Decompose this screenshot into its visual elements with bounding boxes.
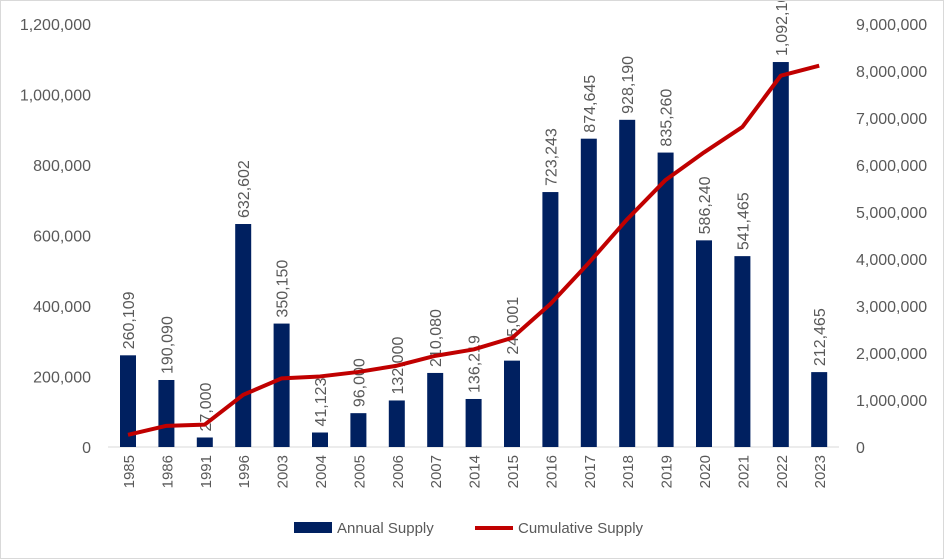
bar-data-label: 723,243 <box>543 128 560 186</box>
x-tick-label: 2005 <box>351 455 368 488</box>
y-left-tick-label: 800,000 <box>33 158 91 175</box>
bar-annual-supply <box>504 360 520 447</box>
x-tick-label: 2023 <box>812 455 829 488</box>
bar-data-label: 190,090 <box>159 316 176 374</box>
x-tick-label: 2020 <box>697 455 714 488</box>
bar-annual-supply <box>427 372 444 447</box>
x-tick-label: 1985 <box>121 455 138 488</box>
bar-annual-supply <box>811 372 828 447</box>
y-right-tick-label: 5,000,000 <box>856 205 927 222</box>
bar-data-label: 96,000 <box>351 358 368 407</box>
x-tick-label: 2016 <box>543 455 560 488</box>
x-tick-label: 2017 <box>582 455 599 488</box>
bar-data-label: 874,645 <box>582 75 599 133</box>
y-right-tick-label: 2,000,000 <box>856 346 927 363</box>
bar-annual-supply <box>772 62 789 447</box>
y-right-tick-label: 4,000,000 <box>856 252 927 269</box>
bar-data-label: 212,465 <box>812 308 829 366</box>
bar-annual-supply <box>542 192 559 447</box>
bar-annual-supply <box>235 224 252 447</box>
bar-data-label: 928,190 <box>620 56 637 114</box>
legend-label-annual-supply: Annual Supply <box>337 520 434 537</box>
legend-label-cumulative-supply: Cumulative Supply <box>518 520 644 537</box>
y-left-tick-label: 1,200,000 <box>20 17 91 34</box>
y-right-tick-label: 6,000,000 <box>856 158 927 175</box>
y-right-tick-label: 3,000,000 <box>856 299 927 316</box>
x-tick-label: 2019 <box>659 455 676 488</box>
x-tick-label: 1986 <box>159 455 176 488</box>
bar-data-label: 210,080 <box>428 309 445 367</box>
y-left-tick-label: 1,000,000 <box>20 88 91 105</box>
bar-annual-supply <box>120 355 136 447</box>
bar-annual-supply <box>350 413 367 447</box>
y-right-tick-label: 9,000,000 <box>856 17 927 34</box>
y-left-tick-label: 200,000 <box>33 370 91 387</box>
bar-annual-supply <box>388 400 405 447</box>
bar-data-label: 260,109 <box>121 291 138 349</box>
legend-swatch-annual-supply <box>294 522 332 533</box>
x-tick-label: 2006 <box>390 455 407 488</box>
x-tick-label: 2003 <box>275 455 292 488</box>
y-right-tick-label: 8,000,000 <box>856 64 927 81</box>
y-left-tick-label: 600,000 <box>33 229 91 246</box>
bar-annual-supply <box>465 398 482 447</box>
x-tick-label: 2022 <box>774 455 791 488</box>
x-tick-label: 2004 <box>313 455 330 488</box>
bar-data-label: 245,001 <box>505 297 522 355</box>
x-tick-label: 1991 <box>198 455 215 488</box>
y-right-tick-label: 0 <box>856 440 865 457</box>
x-tick-label: 2021 <box>735 455 752 488</box>
bar-data-label: 41,123 <box>313 377 330 426</box>
y-left-tick-label: 400,000 <box>33 299 91 316</box>
bar-data-label: 835,260 <box>659 89 676 147</box>
bar-annual-supply <box>273 323 290 447</box>
bar-annual-supply <box>312 432 328 447</box>
bar-annual-supply <box>158 379 175 447</box>
bar-data-label: 632,602 <box>236 160 253 218</box>
x-tick-label: 2018 <box>620 455 637 488</box>
bar-annual-supply <box>734 256 751 447</box>
x-tick-label: 2014 <box>467 455 484 488</box>
bar-annual-supply <box>657 152 674 447</box>
y-right-tick-label: 1,000,000 <box>856 393 927 410</box>
bar-annual-supply <box>580 138 597 448</box>
x-tick-label: 1996 <box>236 455 253 488</box>
bar-data-label: 1,092,100 <box>774 1 791 56</box>
line-cumulative-supply <box>127 63 820 437</box>
bar-annual-supply <box>196 437 213 447</box>
y-right-tick-label: 7,000,000 <box>856 111 927 128</box>
bar-annual-supply <box>696 240 712 447</box>
bar-data-label: 586,240 <box>697 176 714 234</box>
bar-annual-supply <box>619 119 636 448</box>
x-tick-label: 2007 <box>428 455 445 488</box>
bar-data-label: 136,219 <box>467 335 484 393</box>
bar-data-label: 541,465 <box>735 192 752 250</box>
bar-data-label: 350,150 <box>275 260 292 318</box>
x-tick-label: 2015 <box>505 455 522 488</box>
y-left-tick-label: 0 <box>82 440 91 457</box>
